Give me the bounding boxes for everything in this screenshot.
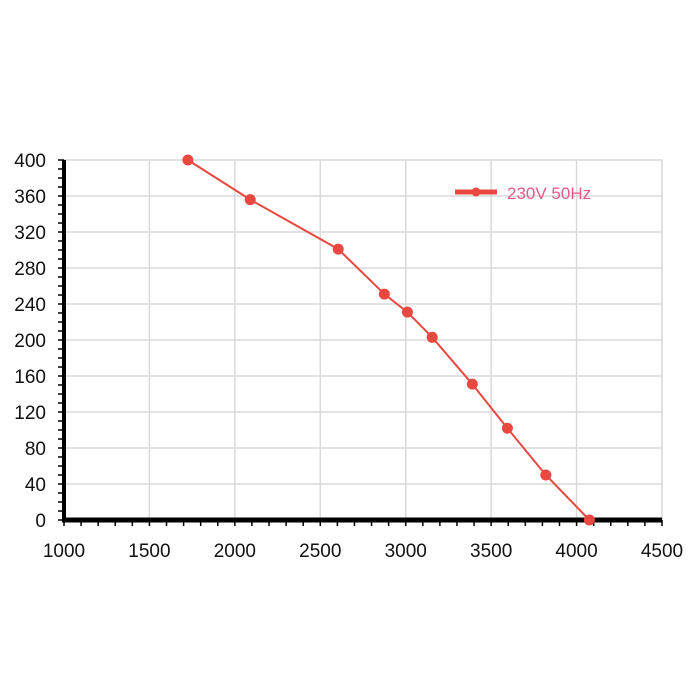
data-point — [402, 307, 413, 318]
x-tick-label: 2500 — [299, 541, 341, 562]
legend-marker — [472, 188, 481, 197]
data-point — [540, 470, 551, 481]
y-tick-labels: 0 40 80 120 160 200 240 280 320 360 400 — [14, 151, 46, 532]
x-tick-label: 1000 — [43, 541, 85, 562]
data-point — [467, 379, 478, 390]
y-tick-label: 280 — [14, 259, 46, 280]
y-tick-label: 320 — [14, 223, 46, 244]
x-tick-label: 1500 — [128, 541, 170, 562]
data-point — [245, 194, 256, 205]
y-tick-label: 360 — [14, 187, 46, 208]
data-point — [333, 244, 344, 255]
y-tick-label: 120 — [14, 403, 46, 424]
y-tick-label: 400 — [14, 151, 46, 172]
legend-label: 230V 50Hz — [507, 184, 591, 203]
x-tick-label: 3000 — [385, 541, 427, 562]
x-tick-labels: 1000 1500 2000 2500 3000 3500 4000 4500 — [43, 541, 683, 562]
grid — [64, 160, 662, 520]
data-point — [427, 332, 438, 343]
y-tick-label: 0 — [35, 511, 46, 532]
y-tick-label: 80 — [25, 439, 46, 460]
data-point — [584, 515, 595, 526]
y-tick-label: 160 — [14, 367, 46, 388]
y-tick-label: 200 — [14, 331, 46, 352]
minor-ticks — [58, 160, 662, 526]
data-point — [379, 289, 390, 300]
data-point — [182, 155, 193, 166]
y-tick-label: 40 — [25, 475, 46, 496]
data-point — [502, 423, 513, 434]
axes — [62, 160, 662, 522]
y-tick-label: 240 — [14, 295, 46, 316]
x-tick-label: 2000 — [214, 541, 256, 562]
x-tick-label: 3500 — [470, 541, 512, 562]
x-tick-label: 4500 — [641, 541, 683, 562]
x-tick-label: 4000 — [555, 541, 597, 562]
legend: 230V 50Hz — [455, 184, 591, 203]
